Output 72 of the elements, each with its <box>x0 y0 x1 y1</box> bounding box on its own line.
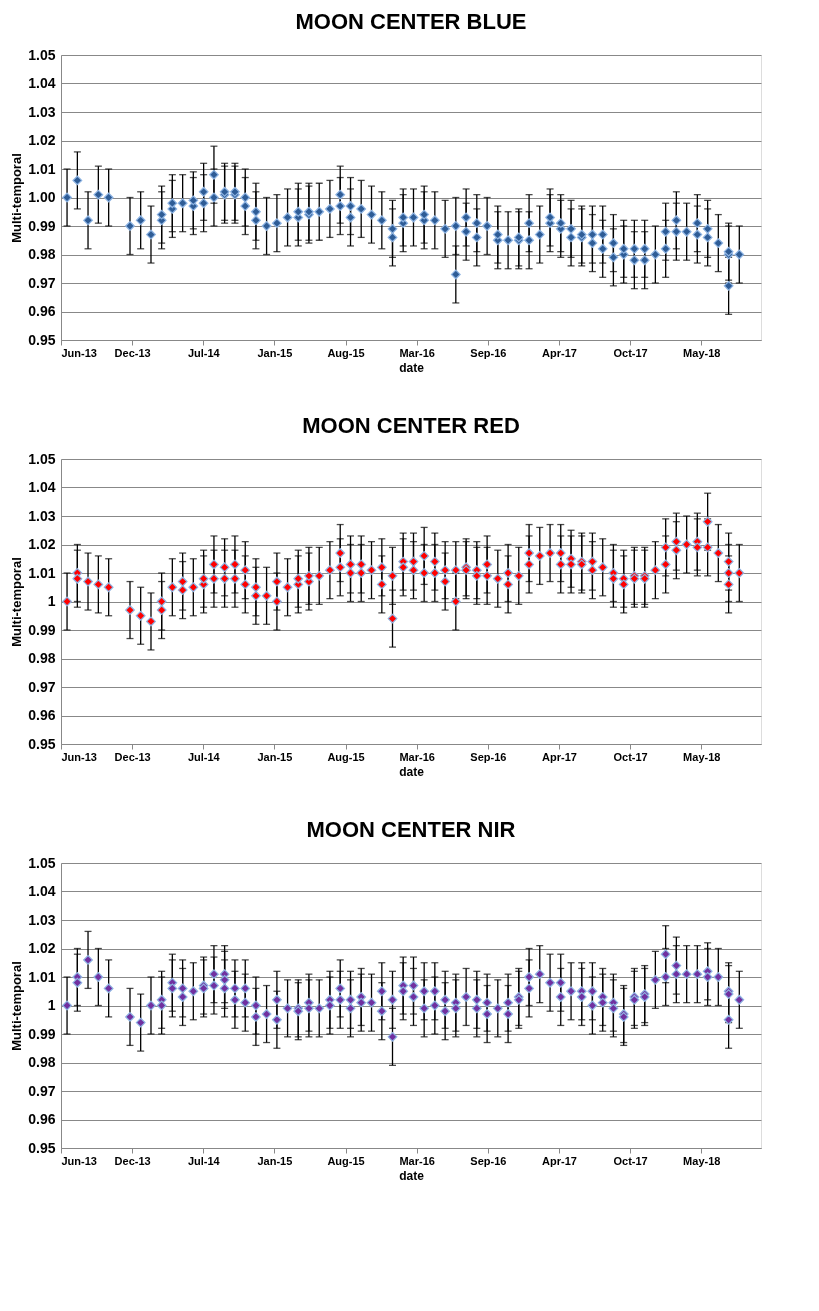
y-tick-label: 0.95 <box>28 1139 56 1156</box>
x-tick-label: May-18 <box>683 1154 721 1167</box>
y-tick-label: 0.97 <box>28 1082 56 1099</box>
x-tick-label: Sep-16 <box>470 1154 507 1167</box>
y-tick-label: 0.96 <box>28 303 56 319</box>
x-axis-title: date <box>399 764 425 779</box>
x-tick-label: Oct-17 <box>613 346 648 359</box>
y-tick-label: 0.97 <box>28 678 56 695</box>
chart-title: MOON CENTER RED <box>302 413 520 438</box>
x-tick-label: Aug-15 <box>327 750 365 763</box>
x-tick-label: Oct-17 <box>613 750 648 763</box>
x-tick-label: Jan-15 <box>257 346 293 359</box>
x-tick-label: Dec-13 <box>114 346 151 359</box>
y-tick-label: 1.03 <box>28 507 56 524</box>
y-axis-title: Multi-temporal <box>9 557 25 647</box>
y-tick-label: 1.02 <box>28 940 56 956</box>
x-tick-label: May-18 <box>683 346 721 359</box>
x-tick-label: Apr-17 <box>542 1154 577 1167</box>
y-tick-label: 1.01 <box>28 160 56 177</box>
x-tick-label: Jun-13 <box>61 1154 97 1167</box>
x-axis-title: date <box>399 360 425 375</box>
x-tick-label: Mar-16 <box>399 750 435 763</box>
y-tick-label: 1.04 <box>28 479 56 495</box>
x-tick-label: Jan-15 <box>257 750 293 763</box>
y-tick-label: 0.95 <box>28 735 56 752</box>
y-tick-label: 1 <box>47 997 56 1013</box>
x-tick-label: Jan-15 <box>257 1154 293 1167</box>
y-tick-label: 0.96 <box>28 1111 56 1127</box>
x-tick-label: Jul-14 <box>187 1154 221 1167</box>
y-tick-label: 1.02 <box>28 132 56 148</box>
x-tick-label: Mar-16 <box>399 346 435 359</box>
y-tick-label: 1 <box>47 593 56 609</box>
x-axis-title: date <box>399 1168 425 1183</box>
y-tick-label: 1.00 <box>28 189 56 205</box>
y-tick-label: 0.99 <box>28 621 56 638</box>
x-tick-label: Jul-14 <box>187 750 221 763</box>
chart-title: MOON CENTER NIR <box>306 817 516 842</box>
y-tick-label: 1.02 <box>28 536 56 552</box>
y-tick-label: 1.03 <box>28 911 56 928</box>
y-axis-title: Multi-temporal <box>9 961 25 1051</box>
x-tick-label: Jul-14 <box>187 346 221 359</box>
y-tick-label: 0.98 <box>28 246 56 262</box>
y-tick-label: 0.99 <box>28 217 56 234</box>
y-tick-label: 1.03 <box>28 103 56 120</box>
x-tick-label: Dec-13 <box>114 1154 151 1167</box>
x-tick-label: Apr-17 <box>542 346 577 359</box>
x-tick-label: Oct-17 <box>613 1154 648 1167</box>
x-tick-label: Sep-16 <box>470 346 507 359</box>
x-tick-label: Sep-16 <box>470 750 507 763</box>
x-tick-label: Jun-13 <box>61 346 97 359</box>
y-tick-label: 1.05 <box>28 854 56 871</box>
x-tick-label: Aug-15 <box>327 1154 365 1167</box>
x-tick-label: Mar-16 <box>399 1154 435 1167</box>
y-tick-label: 0.96 <box>28 707 56 723</box>
y-tick-label: 0.97 <box>28 274 56 291</box>
y-tick-label: 1.05 <box>28 46 56 63</box>
x-tick-label: Aug-15 <box>327 346 365 359</box>
y-axis-title: Multi-temporal <box>9 153 25 243</box>
y-tick-label: 1.04 <box>28 883 56 899</box>
x-tick-label: Jun-13 <box>61 750 97 763</box>
y-tick-label: 1.01 <box>28 564 56 581</box>
x-tick-label: Dec-13 <box>114 750 151 763</box>
x-tick-label: May-18 <box>683 750 721 763</box>
y-tick-label: 1.04 <box>28 75 56 91</box>
y-tick-label: 1.05 <box>28 450 56 467</box>
chart-title: MOON CENTER BLUE <box>295 9 527 34</box>
y-tick-label: 0.98 <box>28 650 56 666</box>
y-tick-label: 0.98 <box>28 1054 56 1070</box>
y-tick-label: 1.01 <box>28 968 56 985</box>
y-tick-label: 0.99 <box>28 1025 56 1042</box>
y-tick-label: 0.95 <box>28 331 56 348</box>
x-tick-label: Apr-17 <box>542 750 577 763</box>
